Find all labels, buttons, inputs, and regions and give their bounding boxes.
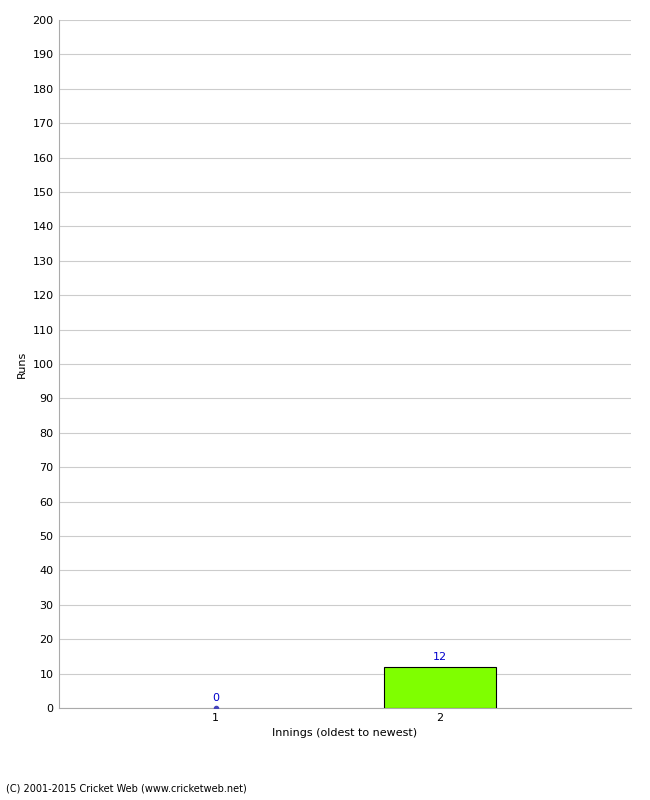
Y-axis label: Runs: Runs [17,350,27,378]
Text: 0: 0 [212,693,219,703]
Text: 12: 12 [433,651,447,662]
X-axis label: Innings (oldest to newest): Innings (oldest to newest) [272,729,417,738]
Bar [384,666,496,708]
Text: (C) 2001-2015 Cricket Web (www.cricketweb.net): (C) 2001-2015 Cricket Web (www.cricketwe… [6,784,247,794]
